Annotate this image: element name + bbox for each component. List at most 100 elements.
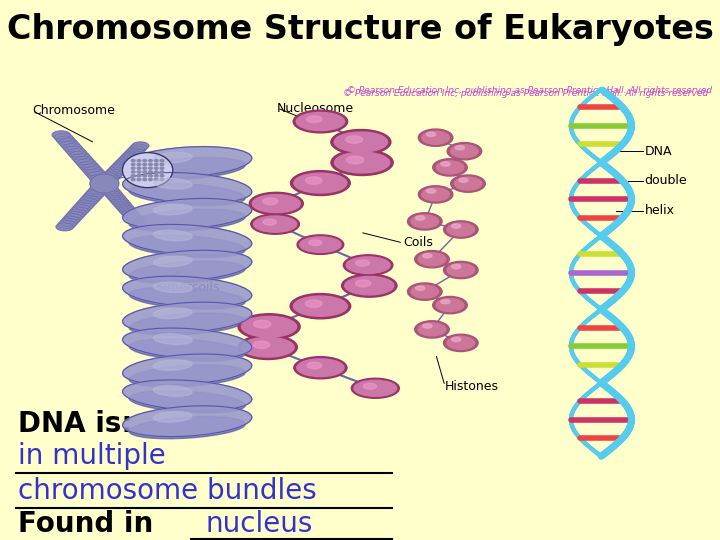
Ellipse shape: [294, 296, 347, 316]
Ellipse shape: [129, 210, 246, 231]
Ellipse shape: [418, 323, 446, 336]
Ellipse shape: [95, 179, 114, 187]
Ellipse shape: [137, 160, 141, 161]
Ellipse shape: [120, 208, 137, 215]
Ellipse shape: [153, 411, 192, 422]
Ellipse shape: [294, 357, 347, 379]
Ellipse shape: [78, 198, 97, 206]
Ellipse shape: [415, 251, 449, 268]
Ellipse shape: [126, 148, 143, 156]
Ellipse shape: [68, 209, 86, 217]
Ellipse shape: [97, 181, 115, 190]
Ellipse shape: [148, 163, 153, 165]
Ellipse shape: [408, 283, 442, 300]
Ellipse shape: [92, 177, 112, 186]
Ellipse shape: [122, 406, 252, 436]
Ellipse shape: [111, 164, 129, 172]
Ellipse shape: [57, 136, 75, 144]
Ellipse shape: [124, 150, 141, 158]
Ellipse shape: [103, 172, 121, 180]
Ellipse shape: [86, 169, 105, 178]
Ellipse shape: [129, 313, 246, 335]
Ellipse shape: [112, 161, 130, 170]
Ellipse shape: [64, 214, 82, 222]
Ellipse shape: [346, 156, 364, 164]
Ellipse shape: [71, 207, 89, 215]
Ellipse shape: [309, 240, 322, 246]
Ellipse shape: [63, 144, 82, 152]
Ellipse shape: [300, 237, 341, 252]
Ellipse shape: [454, 177, 482, 190]
Ellipse shape: [137, 174, 141, 177]
Ellipse shape: [109, 195, 127, 204]
Text: © Pearson Education Inc, publishing as Pearson Prentice Hall. All rights reserve: © Pearson Education Inc, publishing as P…: [343, 89, 708, 98]
Ellipse shape: [95, 179, 114, 188]
Ellipse shape: [293, 110, 348, 133]
Ellipse shape: [83, 193, 102, 201]
Ellipse shape: [422, 131, 449, 144]
Ellipse shape: [459, 178, 468, 183]
Ellipse shape: [106, 192, 123, 199]
Ellipse shape: [160, 171, 163, 173]
Ellipse shape: [153, 256, 192, 267]
Ellipse shape: [66, 211, 84, 219]
Ellipse shape: [153, 152, 192, 163]
Ellipse shape: [444, 221, 478, 238]
Text: chromosome bundles: chromosome bundles: [18, 477, 317, 505]
Ellipse shape: [160, 174, 163, 177]
Ellipse shape: [99, 184, 117, 192]
Ellipse shape: [122, 152, 173, 187]
Ellipse shape: [351, 378, 400, 399]
Ellipse shape: [129, 391, 246, 413]
Ellipse shape: [74, 156, 94, 165]
Ellipse shape: [113, 200, 130, 207]
Ellipse shape: [160, 178, 163, 180]
Ellipse shape: [129, 218, 145, 225]
Ellipse shape: [238, 335, 297, 360]
Ellipse shape: [451, 338, 461, 342]
Ellipse shape: [455, 146, 464, 150]
Ellipse shape: [143, 167, 147, 169]
Ellipse shape: [122, 147, 252, 177]
Text: in multiple: in multiple: [18, 442, 166, 470]
Ellipse shape: [122, 225, 252, 255]
Ellipse shape: [143, 171, 147, 173]
Ellipse shape: [451, 224, 461, 228]
Ellipse shape: [52, 131, 71, 139]
Ellipse shape: [60, 218, 78, 226]
Ellipse shape: [307, 116, 322, 123]
Ellipse shape: [143, 174, 147, 177]
Text: double: double: [644, 174, 687, 187]
Ellipse shape: [253, 341, 269, 348]
Ellipse shape: [447, 336, 474, 349]
Ellipse shape: [154, 178, 158, 180]
Ellipse shape: [331, 150, 393, 176]
Ellipse shape: [148, 178, 153, 180]
Ellipse shape: [335, 152, 390, 173]
Ellipse shape: [433, 296, 467, 314]
Ellipse shape: [294, 173, 347, 193]
Ellipse shape: [418, 253, 446, 266]
Ellipse shape: [251, 214, 300, 234]
Text: helix: helix: [644, 204, 675, 217]
Ellipse shape: [154, 174, 158, 177]
Ellipse shape: [104, 190, 122, 198]
Text: Nucleosome: Nucleosome: [277, 102, 354, 114]
Ellipse shape: [114, 201, 132, 210]
Ellipse shape: [123, 212, 140, 219]
Ellipse shape: [122, 152, 140, 160]
Ellipse shape: [153, 178, 192, 189]
Ellipse shape: [297, 359, 344, 376]
Ellipse shape: [78, 161, 98, 170]
Ellipse shape: [114, 160, 132, 168]
Ellipse shape: [129, 184, 246, 205]
Ellipse shape: [148, 167, 153, 169]
Text: DNA is:: DNA is:: [18, 410, 132, 438]
Ellipse shape: [97, 178, 116, 186]
Ellipse shape: [89, 186, 108, 195]
Ellipse shape: [84, 191, 104, 199]
Ellipse shape: [343, 255, 393, 275]
Text: Chromosome Structure of Eukaryotes: Chromosome Structure of Eukaryotes: [6, 14, 714, 46]
Ellipse shape: [444, 261, 478, 279]
Ellipse shape: [451, 145, 478, 158]
